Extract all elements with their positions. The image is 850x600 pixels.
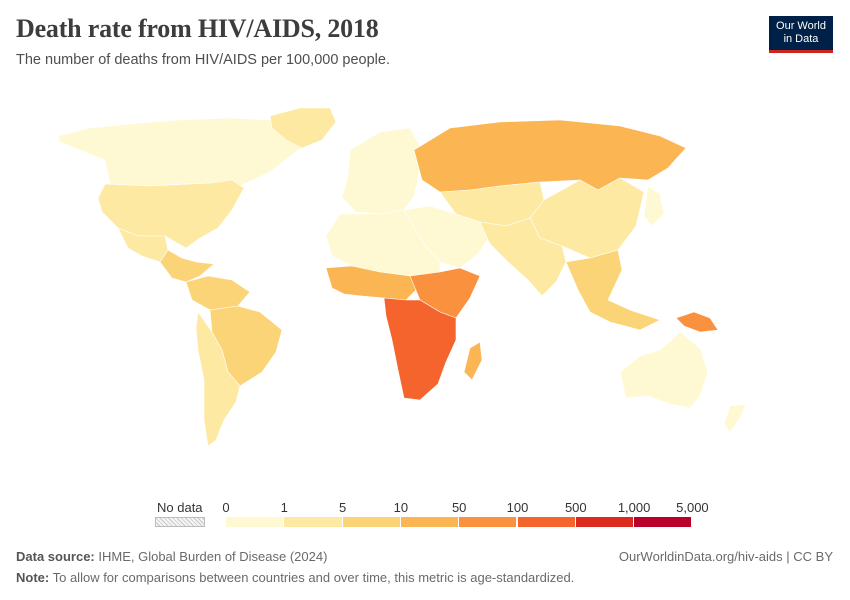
chart-subtitle: The number of deaths from HIV/AIDS per 1… bbox=[16, 52, 390, 68]
logo-line-1: Our World bbox=[776, 20, 826, 32]
legend-tick-label: 10 bbox=[393, 500, 409, 515]
logo-line-2: in Data bbox=[783, 33, 819, 45]
note-text: To allow for comparisons between countri… bbox=[52, 570, 575, 585]
region-australia[interactable] bbox=[619, 331, 709, 409]
owid-link[interactable]: OurWorldinData.org/hiv-aids | CC BY bbox=[618, 549, 833, 564]
region-northern-south-america[interactable] bbox=[185, 275, 251, 311]
region-southeast-asia[interactable] bbox=[565, 249, 661, 331]
region-south-asia[interactable] bbox=[479, 217, 567, 297]
legend-swatch[interactable] bbox=[400, 517, 460, 527]
legend-swatch[interactable] bbox=[517, 517, 576, 527]
region-russia[interactable] bbox=[413, 119, 687, 193]
legend-tick-label: 5 bbox=[338, 500, 347, 515]
region-new-guinea[interactable] bbox=[675, 311, 719, 333]
owid-logo[interactable]: Our World in Data bbox=[769, 16, 833, 53]
color-legend: No data 0 1 5 10 50 100 500 1,000 5,000 bbox=[0, 495, 850, 535]
region-greenland[interactable] bbox=[269, 107, 337, 149]
data-source: Data source: IHME, Global Burden of Dise… bbox=[16, 549, 327, 564]
no-data-label: No data bbox=[157, 500, 203, 515]
chart-note: Note: To allow for comparisons between c… bbox=[16, 570, 574, 585]
legend-tick-label: 0 bbox=[222, 500, 230, 515]
legend-tick-label: 500 bbox=[564, 500, 587, 515]
region-europe[interactable] bbox=[341, 127, 423, 215]
legend-tick-label: 1,000 bbox=[617, 500, 651, 515]
legend-swatch[interactable] bbox=[284, 517, 343, 527]
region-central-southern-africa[interactable] bbox=[383, 297, 457, 401]
chart-title: Death rate from HIV/AIDS, 2018 bbox=[16, 14, 379, 43]
legend-swatch[interactable] bbox=[634, 517, 693, 527]
region-united-states[interactable] bbox=[97, 179, 245, 249]
legend-tick-label: 100 bbox=[506, 500, 529, 515]
region-new-zealand[interactable] bbox=[723, 403, 747, 433]
region-japan[interactable] bbox=[643, 185, 665, 227]
legend-swatch[interactable] bbox=[342, 517, 401, 527]
legend-swatch[interactable] bbox=[459, 517, 518, 527]
region-canada[interactable] bbox=[57, 117, 321, 187]
region-southern-south-america[interactable] bbox=[195, 311, 241, 447]
legend-tick-label: 1 bbox=[280, 500, 288, 515]
world-map bbox=[57, 107, 747, 447]
note-label: Note: bbox=[16, 570, 50, 585]
legend-tick-label: 5,000 bbox=[676, 500, 709, 515]
no-data-swatch bbox=[155, 517, 205, 527]
source-label: Data source: bbox=[16, 549, 95, 564]
legend-tick-label: 50 bbox=[451, 500, 467, 515]
legend-swatch[interactable] bbox=[226, 517, 285, 527]
region-central-america[interactable] bbox=[159, 249, 215, 283]
legend-swatch[interactable] bbox=[575, 517, 635, 527]
source-text[interactable]: IHME, Global Burden of Disease (2024) bbox=[98, 549, 328, 564]
region-madagascar[interactable] bbox=[463, 341, 483, 381]
